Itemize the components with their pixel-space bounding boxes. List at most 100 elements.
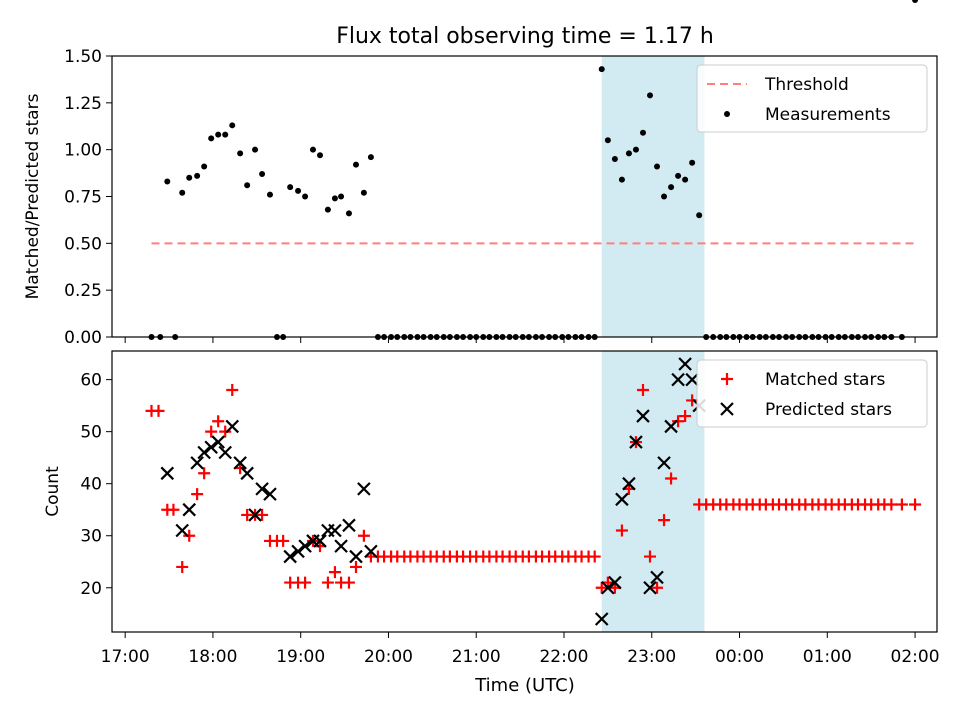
matched-point <box>615 524 628 537</box>
measurement-point <box>208 135 215 142</box>
predicted-point <box>204 440 218 455</box>
matched-point <box>588 550 601 563</box>
x-tick-label: 22:00 <box>539 647 588 667</box>
measurement-point <box>360 189 367 196</box>
predicted-point <box>349 549 363 564</box>
predicted-point <box>650 570 664 585</box>
matched-point <box>183 529 196 542</box>
y-tick-label: 0.00 <box>64 328 102 348</box>
x-tick-label: 18:00 <box>188 647 237 667</box>
axes-frame <box>111 350 938 633</box>
predicted-point <box>175 523 189 538</box>
x-tick-label: 01:00 <box>803 647 852 667</box>
measurement-point <box>194 172 201 179</box>
legend-predicted-swatch <box>720 402 734 416</box>
measurement-point <box>287 184 294 191</box>
predicted-point <box>225 419 240 434</box>
y-tick-label: 1.00 <box>64 141 102 161</box>
matched-point <box>205 425 218 438</box>
x-tick-label: 00:00 <box>715 647 764 667</box>
y-tick-label: 60 <box>80 371 102 391</box>
predicted-point <box>255 482 269 496</box>
predicted-point <box>248 508 262 522</box>
matched-point <box>658 514 671 527</box>
matched-point <box>299 576 312 589</box>
measurement-point <box>598 66 605 73</box>
matched-point <box>686 394 699 407</box>
measurement-point <box>164 178 171 185</box>
x-tick-label: 19:00 <box>276 647 325 667</box>
predicted-point <box>671 372 685 387</box>
measurement-point <box>668 184 675 191</box>
y-tick-label: 1.25 <box>64 94 102 114</box>
predicted-point <box>160 466 175 481</box>
measurement-point <box>604 137 611 144</box>
observing-span <box>601 56 705 337</box>
matched-point <box>277 534 290 547</box>
matched-point <box>679 410 692 423</box>
matched-point <box>651 581 664 594</box>
predicted-point <box>240 466 254 481</box>
matched-point <box>909 498 922 511</box>
predicted-point <box>190 456 204 470</box>
predicted-point <box>629 435 643 449</box>
measurement-point <box>352 161 359 168</box>
matched-point <box>198 467 211 480</box>
matched-point <box>256 508 269 521</box>
measurement-point <box>259 171 266 178</box>
x-tick-label: 02:00 <box>891 647 940 667</box>
y-tick-label: 50 <box>80 423 102 443</box>
measurement-point <box>302 193 309 200</box>
measurement-point <box>237 150 244 157</box>
predicted-point <box>664 419 678 434</box>
predicted-point <box>678 357 692 371</box>
bottom-panel: 20 30 40 50 60 17:00 18:00 19:00 20:00 21:00 22:00… <box>43 350 940 667</box>
measurement-point <box>309 146 316 153</box>
measurement-point <box>324 206 331 213</box>
matched-point <box>226 384 239 397</box>
measurement-point <box>244 182 251 189</box>
measurement-point <box>201 163 208 170</box>
x-tick-label: 21:00 <box>452 647 501 667</box>
matched-point <box>167 503 180 516</box>
measurement-point <box>639 129 646 136</box>
predicted-point <box>334 539 348 553</box>
measurement-point <box>618 176 625 183</box>
measurement-point <box>266 191 273 198</box>
y-tick-label: 30 <box>80 527 102 547</box>
top-panel: 0.00 0.25 0.50 0.75 1.00 1.25 1.50 Matched/Pred… <box>23 0 938 348</box>
predicted-point <box>211 435 225 449</box>
axes-frame <box>111 55 938 338</box>
measurement-point <box>222 131 229 138</box>
measurement-point <box>654 163 661 170</box>
predicted-point <box>342 518 356 533</box>
matched-point <box>672 415 685 428</box>
measurement-point <box>338 193 345 200</box>
measurement-point <box>317 152 324 159</box>
matched-point <box>212 415 225 428</box>
measurement-point <box>252 146 259 153</box>
y-axis-label: Count <box>43 466 63 517</box>
matched-point <box>357 529 370 542</box>
legend-measurement-swatch <box>724 111 730 117</box>
predicted-point <box>657 456 671 470</box>
legend-box <box>696 64 928 133</box>
y-tick-label: 0.50 <box>64 234 102 254</box>
matched-point <box>219 425 232 438</box>
predicted-point <box>197 445 211 460</box>
measurement-point <box>661 193 668 200</box>
y-axis-label: Matched/Predicted stars <box>23 93 43 299</box>
matched-point <box>152 404 165 417</box>
measurement-point <box>367 154 374 161</box>
measurement-point <box>179 189 186 196</box>
y-tick-label: 40 <box>80 475 102 495</box>
predicted-point <box>594 612 609 626</box>
x-axis-label: Time (UTC) <box>474 675 575 696</box>
matched-point <box>176 560 189 573</box>
y-tick-label: 0.25 <box>64 281 102 301</box>
predicted-point <box>601 580 615 595</box>
predicted-point <box>313 534 327 548</box>
y-tick-label: 0.75 <box>64 188 102 208</box>
measurement-point <box>611 156 618 163</box>
